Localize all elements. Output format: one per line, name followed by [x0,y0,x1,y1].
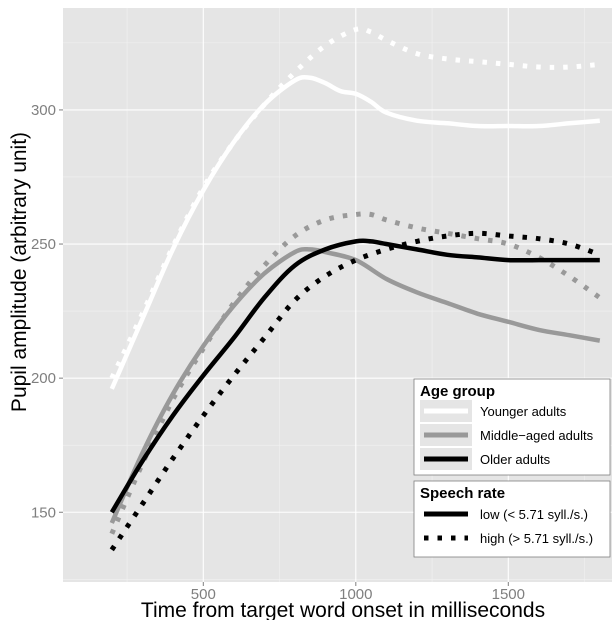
legend-item-label: Middle−aged adults [480,428,594,443]
legend-item-label: high (> 5.71 syll./s.) [480,531,593,546]
legend-age-title: Age group [420,383,495,400]
y-tick-label: 300 [31,102,56,119]
y-axis: 150 200 250 300 [31,102,63,521]
y-axis-title: Pupil amplitude (arbitrary unit) [8,132,31,412]
legend-age-group: Age group Younger adults Middle−aged adul… [413,378,611,476]
legend-item-label: Older adults [480,452,551,467]
x-axis-title: Time from target word onset in milliseco… [141,599,545,620]
x-tick-label: 1000 [339,586,372,603]
y-tick-label: 200 [31,370,56,387]
legend-rate-title: Speech rate [420,485,505,502]
series-line-middle-aged-adults-high [109,211,602,535]
legend-item-label: Younger adults [480,404,567,419]
series-line-younger-adults-low [109,74,600,390]
y-tick-label: 150 [31,504,56,521]
x-tick-label: 500 [191,586,216,603]
series-line-older-adults-low [109,238,600,514]
x-tick-label: 1500 [492,586,525,603]
legend-speech-rate: Speech rate low (< 5.71 syll./s.) high (>… [413,480,611,558]
y-tick-label: 250 [31,236,56,253]
series-line-younger-adults-high [109,26,601,380]
minor-grid [63,8,612,582]
legend-item-label: low (< 5.71 syll./s.) [480,507,588,522]
x-axis: 500 1000 1500 [191,582,525,603]
series-lines [109,26,602,552]
